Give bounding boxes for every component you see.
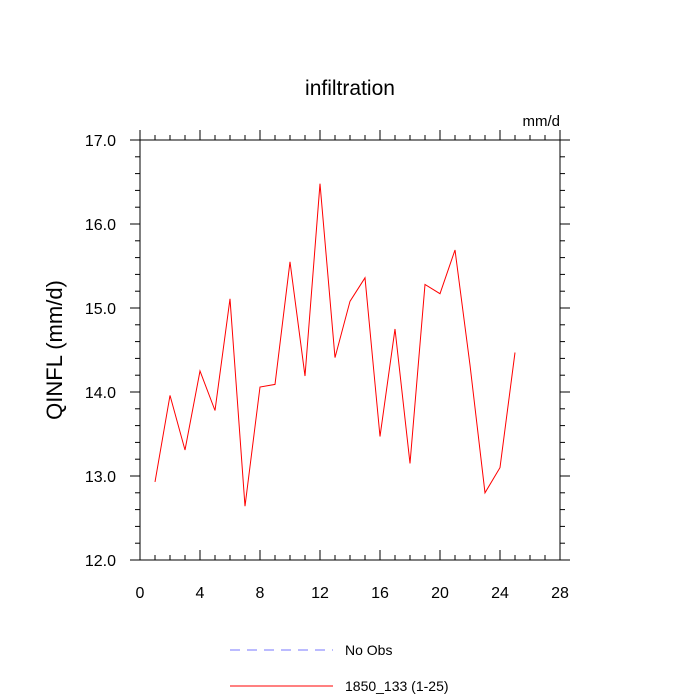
legend-label: No Obs [345, 642, 392, 658]
x-axis: 0 4 8 12 16 20 24 28 [136, 130, 569, 602]
y-tick-label: 13.0 [85, 469, 116, 486]
units-label: mm/d [523, 113, 561, 130]
x-tick-label: 12 [311, 585, 329, 602]
x-tick-label: 28 [551, 585, 569, 602]
legend: No Obs 1850_133 (1-25) [230, 642, 449, 694]
y-tick-label: 12.0 [85, 553, 116, 570]
y-axis: 12.0 13.0 14.0 15.0 16.0 17.0 [85, 133, 570, 570]
plot-frame [139, 139, 561, 561]
chart-title: infiltration [305, 77, 395, 100]
x-tick-label: 20 [431, 585, 449, 602]
x-tick-label: 16 [371, 585, 389, 602]
x-tick-label: 8 [256, 585, 265, 602]
y-tick-label: 16.0 [85, 217, 116, 234]
y-axis-label: QINFL (mm/d) [42, 280, 67, 420]
y-tick-label: 15.0 [85, 301, 116, 318]
x-tick-label: 24 [491, 585, 509, 602]
x-tick-label: 0 [136, 585, 145, 602]
series-line [154, 183, 516, 507]
x-tick-label: 4 [196, 585, 205, 602]
legend-label: 1850_133 (1-25) [345, 678, 449, 694]
y-tick-label: 17.0 [85, 133, 116, 150]
series-layer [154, 183, 516, 507]
y-tick-label: 14.0 [85, 385, 116, 402]
